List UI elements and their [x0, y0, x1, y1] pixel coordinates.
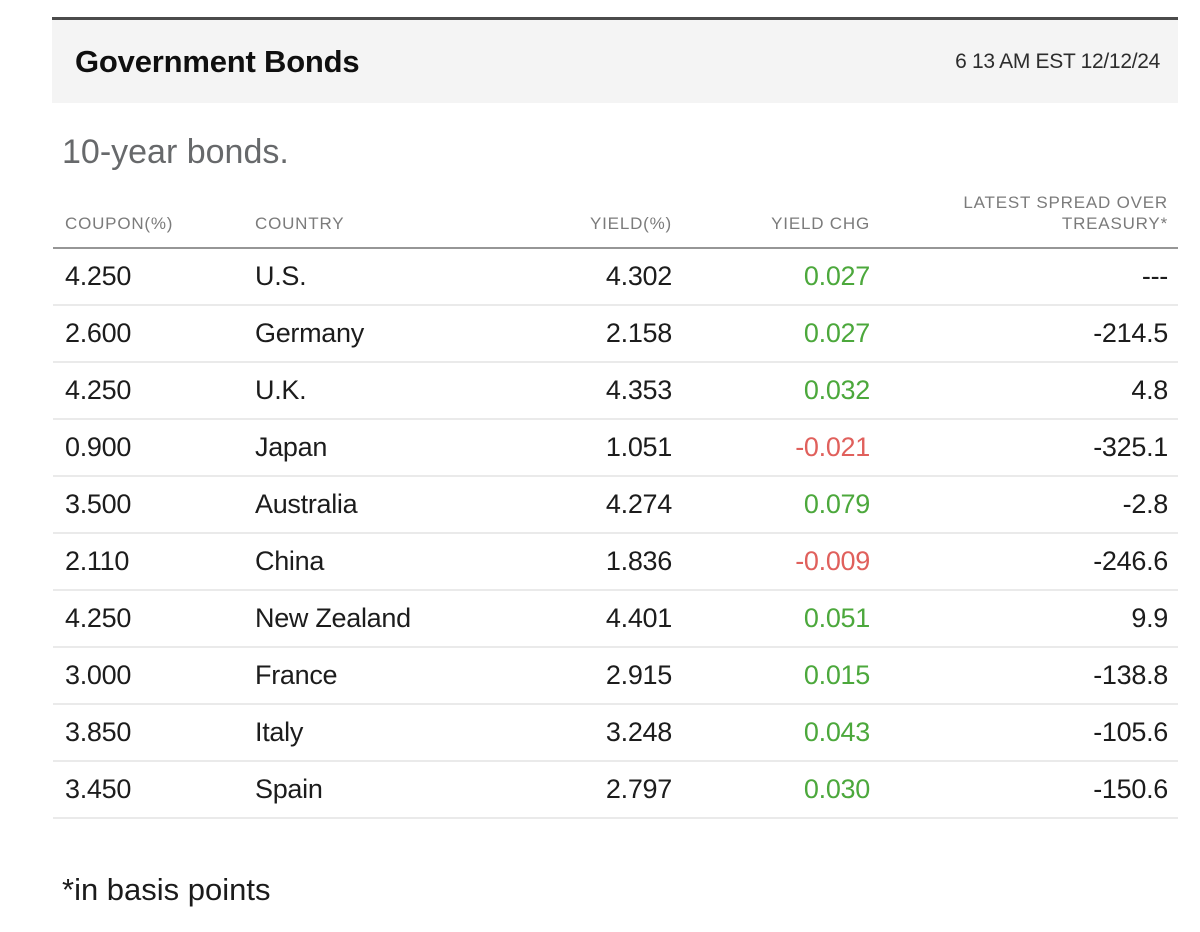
- cell-yield: 1.051: [515, 419, 672, 477]
- table-row: 4.250 U.S. 4.302 0.027 ---: [53, 248, 1178, 306]
- table-row: 3.000 France 2.915 0.015 -138.8: [53, 647, 1178, 705]
- table-row: 2.600 Germany 2.158 0.027 -214.5: [53, 305, 1178, 363]
- cell-yield: 1.836: [515, 533, 672, 591]
- page-title: Government Bonds: [75, 43, 360, 79]
- cell-coupon: 4.250: [53, 590, 255, 648]
- cell-coupon: 3.450: [53, 761, 255, 819]
- cell-yield_chg: -0.009: [672, 533, 870, 591]
- cell-yield_chg: 0.015: [672, 647, 870, 705]
- cell-spread: ---: [870, 248, 1178, 306]
- cell-spread: -2.8: [870, 476, 1178, 534]
- timestamp: 6 13 AM EST 12/12/24: [955, 49, 1160, 73]
- title-bar: Government Bonds 6 13 AM EST 12/12/24: [52, 17, 1178, 103]
- cell-spread: -325.1: [870, 419, 1178, 477]
- cell-country: Spain: [255, 761, 515, 819]
- table-row: 2.110 China 1.836 -0.009 -246.6: [53, 533, 1178, 591]
- subtitle: 10-year bonds.: [62, 133, 289, 171]
- cell-country: Japan: [255, 419, 515, 477]
- cell-coupon: 0.900: [53, 419, 255, 477]
- table-row: 3.450 Spain 2.797 0.030 -150.6: [53, 761, 1178, 819]
- cell-yield_chg: 0.027: [672, 248, 870, 306]
- cell-yield: 4.353: [515, 362, 672, 420]
- cell-coupon: 2.600: [53, 305, 255, 363]
- cell-spread: -150.6: [870, 761, 1178, 819]
- cell-country: China: [255, 533, 515, 591]
- cell-country: New Zealand: [255, 590, 515, 648]
- cell-country: Italy: [255, 704, 515, 762]
- cell-country: France: [255, 647, 515, 705]
- cell-yield_chg: 0.079: [672, 476, 870, 534]
- col-header-coupon: COUPON(%): [53, 192, 255, 249]
- cell-yield: 3.248: [515, 704, 672, 762]
- cell-yield: 4.274: [515, 476, 672, 534]
- cell-yield_chg: 0.030: [672, 761, 870, 819]
- cell-yield_chg: 0.051: [672, 590, 870, 648]
- cell-yield_chg: 0.043: [672, 704, 870, 762]
- col-header-country: COUNTRY: [255, 192, 515, 249]
- col-header-spread: LATEST SPREAD OVER TREASURY*: [870, 192, 1178, 249]
- cell-country: Australia: [255, 476, 515, 534]
- cell-yield_chg: -0.021: [672, 419, 870, 477]
- cell-country: U.K.: [255, 362, 515, 420]
- col-header-yield: YIELD(%): [515, 192, 672, 249]
- footnote: *in basis points: [62, 872, 271, 907]
- bonds-table: COUPON(%) COUNTRY YIELD(%) YIELD CHG LATEST …: [53, 192, 1178, 819]
- table-header-row: COUPON(%) COUNTRY YIELD(%) YIELD CHG LATEST …: [53, 192, 1178, 249]
- cell-coupon: 2.110: [53, 533, 255, 591]
- cell-yield_chg: 0.032: [672, 362, 870, 420]
- cell-spread: -246.6: [870, 533, 1178, 591]
- cell-spread: -105.6: [870, 704, 1178, 762]
- cell-coupon: 3.850: [53, 704, 255, 762]
- cell-spread: 4.8: [870, 362, 1178, 420]
- cell-country: U.S.: [255, 248, 515, 306]
- cell-coupon: 4.250: [53, 362, 255, 420]
- cell-coupon: 4.250: [53, 248, 255, 306]
- cell-yield_chg: 0.027: [672, 305, 870, 363]
- cell-yield: 4.401: [515, 590, 672, 648]
- table-row: 3.850 Italy 3.248 0.043 -105.6: [53, 704, 1178, 762]
- table-row: 0.900 Japan 1.051 -0.021 -325.1: [53, 419, 1178, 477]
- table-row: 4.250 New Zealand 4.401 0.051 9.9: [53, 590, 1178, 648]
- cell-country: Germany: [255, 305, 515, 363]
- table-row: 3.500 Australia 4.274 0.079 -2.8: [53, 476, 1178, 534]
- table-row: 4.250 U.K. 4.353 0.032 4.8: [53, 362, 1178, 420]
- cell-coupon: 3.000: [53, 647, 255, 705]
- cell-coupon: 3.500: [53, 476, 255, 534]
- col-header-yield_chg: YIELD CHG: [672, 192, 870, 249]
- cell-yield: 2.158: [515, 305, 672, 363]
- cell-spread: -138.8: [870, 647, 1178, 705]
- cell-yield: 4.302: [515, 248, 672, 306]
- table-body: 4.250 U.S. 4.302 0.027 --- 2.600 Germany 2.158 0…: [53, 248, 1178, 819]
- cell-spread: 9.9: [870, 590, 1178, 648]
- cell-yield: 2.797: [515, 761, 672, 819]
- cell-spread: -214.5: [870, 305, 1178, 363]
- cell-yield: 2.915: [515, 647, 672, 705]
